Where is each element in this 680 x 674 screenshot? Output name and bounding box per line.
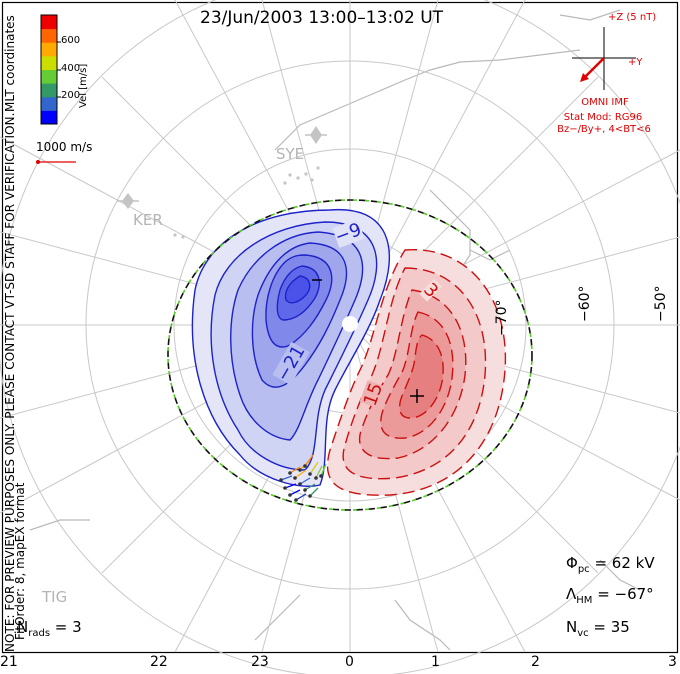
mlt-label-23: 23 xyxy=(251,654,269,670)
vector-count: Nvc = 35 xyxy=(566,618,630,639)
positive-cell xyxy=(326,249,507,496)
colorbar-segment xyxy=(41,42,57,57)
hm-boundary xyxy=(167,199,533,511)
colorbar-label: Vel [m/s] xyxy=(78,63,89,108)
colorbar-segment xyxy=(41,96,57,111)
station-sye: SYE xyxy=(276,145,305,163)
latitude-label-60: −60° xyxy=(577,285,593,322)
colorbar-segment xyxy=(41,110,57,125)
mlt-label-3: 3 xyxy=(668,654,677,670)
latitude-label-50: −50° xyxy=(653,285,669,322)
imf-z-label: +Z (5 nT) xyxy=(608,12,657,23)
colorbar-ticks xyxy=(57,41,61,98)
vector-scale-label: 1000 m/s xyxy=(36,140,93,154)
mlt-label-2: 2 xyxy=(531,654,540,670)
colorbar-tick-200: 200 xyxy=(61,90,81,101)
imf-condition: Bz−/By+, 4<BT<6 xyxy=(557,124,651,135)
mlt-label-1: 1 xyxy=(431,654,440,670)
latitude-label-70: −70° xyxy=(494,299,510,336)
hm-boundary-latitude: ΛHM = −67° xyxy=(566,585,654,606)
mlt-label-0: 0 xyxy=(345,654,354,670)
vector-origins xyxy=(279,464,323,502)
mlt-label-22: 22 xyxy=(150,654,168,670)
colorbar-tick-400: 400 xyxy=(61,63,81,74)
imf-y-label: +Y xyxy=(628,57,643,68)
mlt-label-21: 21 xyxy=(0,654,18,670)
colorbar-segment xyxy=(41,15,57,30)
colorbar-segment xyxy=(41,83,57,98)
imf-dial xyxy=(572,27,636,90)
station-ker: KER xyxy=(133,211,163,229)
plot-frame xyxy=(1,1,679,654)
cross-polar-potential: Φpc = 62 kV xyxy=(566,554,655,575)
map-title: 23/Jun/2003 13:00–13:02 UT xyxy=(200,8,444,28)
radar-sites xyxy=(117,126,327,239)
radar-count: Nrads = 3 xyxy=(17,618,82,639)
coordinates-label: MLT coordinates xyxy=(3,15,17,112)
imf-source: OMNI IMF xyxy=(581,97,629,108)
colorbar-segment xyxy=(41,69,57,84)
magnetic-pole-marker xyxy=(342,316,358,332)
station-tig: TIG xyxy=(42,588,68,606)
positive-cell-center xyxy=(410,389,424,403)
velocity-colorbar xyxy=(41,15,57,125)
fit-note: FitOrder: 8, mapEX format xyxy=(13,482,27,640)
colorbar-segment xyxy=(41,28,57,43)
vector-scale-arrow xyxy=(36,160,76,164)
colorbar-segment xyxy=(41,55,57,70)
imf-model: Stat Mod: RG96 xyxy=(563,112,643,123)
colorbar-tick-600: 600 xyxy=(61,35,81,46)
